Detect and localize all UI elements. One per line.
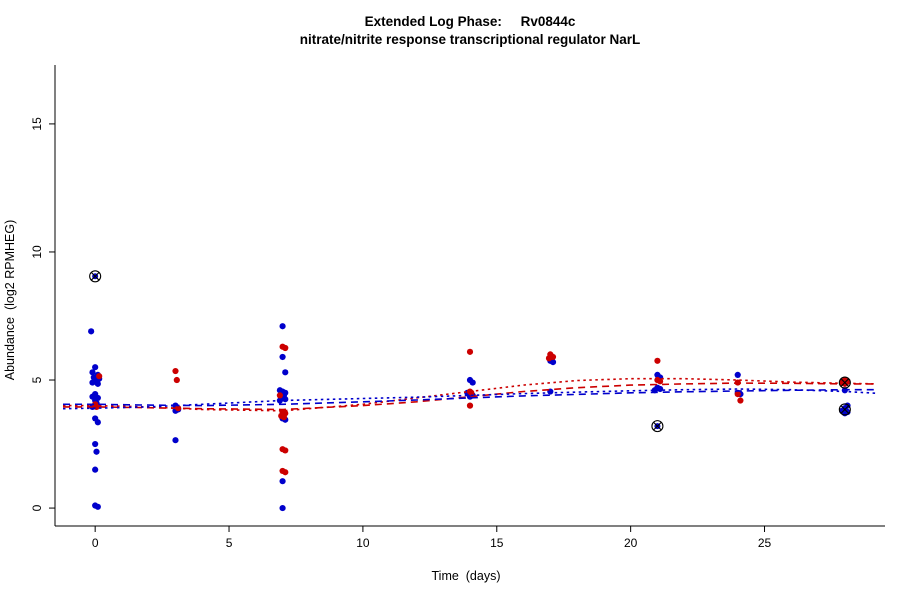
blue-point: [89, 379, 96, 386]
blue-point: [94, 419, 101, 426]
red-point: [656, 378, 664, 385]
x-tick-label: 25: [758, 536, 772, 550]
blue-dashed-trend: [63, 388, 877, 407]
x-tick-label: 5: [226, 536, 233, 550]
scatter-points: [88, 323, 851, 512]
red-point: [468, 389, 475, 396]
x-tick-label: 0: [92, 536, 99, 550]
red-dotted-trend: [63, 377, 878, 412]
marked-point-circle: [838, 376, 851, 389]
y-tick-label: 5: [30, 376, 44, 383]
marked-point-x: [840, 378, 850, 387]
red-point: [466, 348, 474, 355]
blue-point: [92, 466, 99, 473]
blue-point: [549, 358, 557, 366]
marked-points: [89, 270, 851, 433]
red-point: [282, 344, 289, 352]
x-tick-label: 20: [624, 536, 638, 550]
red-point: [734, 391, 741, 398]
blue-point: [93, 448, 100, 455]
y-tick-label: 15: [30, 117, 44, 131]
blue-point: [279, 323, 286, 330]
axes: 0 5 10 15 0 5 10 15 20 25: [30, 65, 885, 550]
y-tick-label: 0: [30, 504, 44, 511]
red-point: [282, 447, 289, 454]
blue-point: [89, 369, 96, 376]
blue-point: [279, 504, 286, 512]
blue-point: [282, 396, 289, 403]
marked-point-circle: [89, 270, 102, 283]
blue-point: [92, 440, 99, 448]
y-tick-label: 10: [30, 245, 44, 259]
blue-point: [469, 379, 476, 386]
red-point: [466, 402, 474, 409]
chart-title-line1: Extended Log Phase: Rv0844c: [365, 14, 576, 29]
marked-point-x: [90, 272, 100, 281]
x-tick-label: 10: [356, 536, 370, 550]
chart-title-line2: nitrate/nitrite response transcriptional…: [300, 32, 641, 47]
blue-dotted-trend: [62, 388, 878, 410]
blue-point: [172, 437, 179, 444]
blue-point: [734, 371, 741, 378]
blue-point: [94, 380, 101, 387]
red-point: [280, 414, 288, 421]
marked-point-x: [840, 405, 850, 414]
x-axis-label: Time (days): [432, 569, 501, 583]
blue-point: [88, 328, 95, 335]
y-axis-label: Abundance (log2 RPMHEG): [3, 220, 17, 381]
red-point: [737, 397, 744, 404]
blue-point: [282, 369, 289, 376]
blue-point: [279, 353, 286, 361]
red-point: [654, 357, 661, 364]
blue-point: [92, 364, 99, 371]
marked-point-circle: [651, 420, 664, 433]
blue-point: [656, 385, 664, 393]
blue-point: [94, 503, 101, 510]
red-point: [282, 469, 289, 476]
red-point: [276, 392, 284, 399]
red-point: [93, 403, 100, 411]
x-tick-label: 15: [490, 536, 504, 550]
blue-point: [279, 478, 286, 485]
trend-curves: [62, 377, 878, 412]
red-point: [96, 373, 103, 380]
marked-point-circle: [838, 403, 851, 416]
red-point: [545, 355, 553, 362]
red-point: [172, 367, 179, 375]
red-point: [173, 376, 180, 384]
marked-point-x: [653, 421, 662, 431]
